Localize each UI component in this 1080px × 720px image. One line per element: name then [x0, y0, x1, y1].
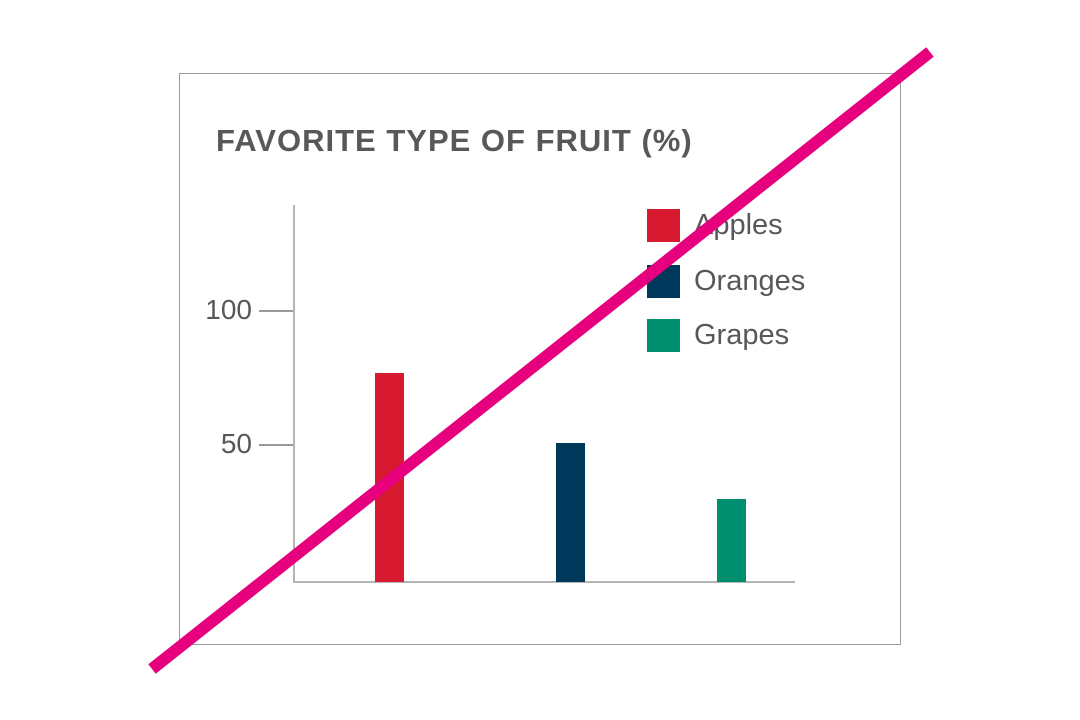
legend-swatch-apples — [647, 208, 680, 242]
y-tick-100 — [259, 310, 293, 312]
bar-oranges — [556, 442, 585, 582]
bar-grapes — [717, 498, 746, 582]
legend-item-oranges: Oranges — [647, 264, 805, 298]
legend-label: Oranges — [694, 264, 806, 297]
legend-label: Grapes — [694, 318, 790, 351]
x-axis — [293, 581, 795, 583]
chart-title: FAVORITE TYPE OF FRUIT (%) — [216, 123, 693, 158]
y-tick-50 — [259, 444, 293, 446]
legend-item-grapes: Grapes — [647, 318, 789, 352]
y-tick-label-50: 50 — [220, 428, 252, 459]
y-tick-label-100: 100 — [205, 294, 252, 325]
legend-swatch-grapes — [647, 318, 680, 352]
y-axis — [293, 205, 295, 583]
